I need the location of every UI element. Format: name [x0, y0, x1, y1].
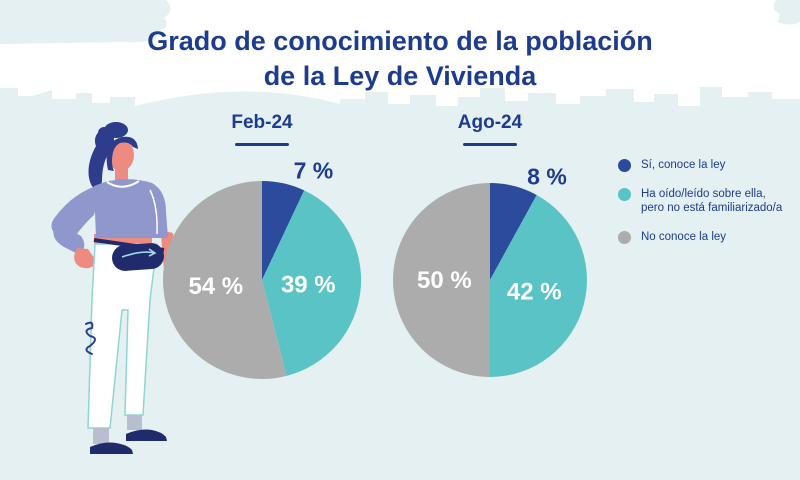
ponytail-icon: [88, 127, 114, 189]
right-shoe: [126, 429, 167, 441]
pie-chart-ago-24: 8 % 42 % 50 %: [393, 163, 587, 377]
cloud-top-right: [773, 0, 800, 25]
collar-line: [106, 180, 140, 188]
hair-bun-lobe: [98, 127, 110, 139]
legend-label-heard-line1: Ha oído/leído sobre ella,: [641, 188, 766, 200]
fanny-pack-zipper: [121, 248, 157, 258]
pants-squiggle: [85, 321, 96, 355]
legend-label-heard-line2: pero no está familiarizado/a: [641, 202, 783, 214]
pie-percentage-label: 54 %: [188, 273, 243, 300]
hair-cap: [106, 136, 138, 171]
sleeve-seam-line: [149, 189, 158, 235]
hair-bun: [104, 122, 128, 138]
pie-percentage-label: 42 %: [507, 278, 562, 305]
legend-label-yes: Sí, conoce la ley: [641, 159, 726, 171]
legend-item-no: No conoce la ley: [618, 230, 798, 244]
pie-percentage-label: 7 %: [294, 158, 334, 184]
legend-item-heard: Ha oído/leído sobre ella, pero no está f…: [618, 187, 798, 215]
legend: Sí, conoce la ley Ha oído/leído sobre el…: [618, 158, 798, 244]
sweater-torso: [94, 179, 168, 238]
pie-slice: [262, 180, 305, 280]
pie-percentage-label: 8 %: [527, 163, 567, 189]
pie-slice: [490, 183, 537, 280]
sweater-left-sleeve: [51, 184, 102, 241]
cloud-top-left: [0, 0, 171, 44]
pie-header-ago-24: Ago-24: [457, 112, 523, 133]
legend-label-no: No conoce la ley: [641, 231, 727, 243]
city-skyline-silhouette: [0, 87, 800, 114]
legend-dot-heard-icon: [618, 188, 631, 201]
legend-dot-no-icon: [618, 231, 631, 244]
right-sock: [127, 415, 142, 430]
pie-header-ago-24-underline: [463, 143, 517, 146]
legend-item-yes: Sí, conoce la ley: [618, 158, 798, 172]
chart-title-line2: de la Ley de Vivienda: [263, 61, 537, 91]
pie-slice: [490, 195, 587, 377]
pie-slice: [163, 181, 287, 379]
left-shoe: [90, 442, 133, 454]
pie-chart-feb-24: 7 % 39 % 54 %: [163, 158, 362, 379]
pie-header-feb-24: Feb-24: [231, 112, 293, 133]
pie-percentage-label: 50 %: [417, 267, 472, 294]
chart-title-line1: Grado de conocimiento de la población: [147, 26, 653, 56]
pie-slice: [262, 190, 362, 376]
sweater-left-cuff: [53, 222, 85, 255]
pie-header-feb-24-underline: [235, 143, 289, 146]
legend-label-heard: Ha oído/leído sobre ella, pero no está f…: [641, 187, 782, 215]
pie-slice: [393, 183, 490, 377]
left-sock: [93, 428, 109, 444]
chart-title: Grado de conocimiento de la población de…: [0, 24, 800, 94]
left-hand: [74, 248, 97, 269]
legend-dot-yes-icon: [618, 159, 631, 172]
person-illustration: [51, 122, 176, 454]
pie-percentage-label: 39 %: [281, 271, 336, 298]
waist: [94, 234, 152, 244]
